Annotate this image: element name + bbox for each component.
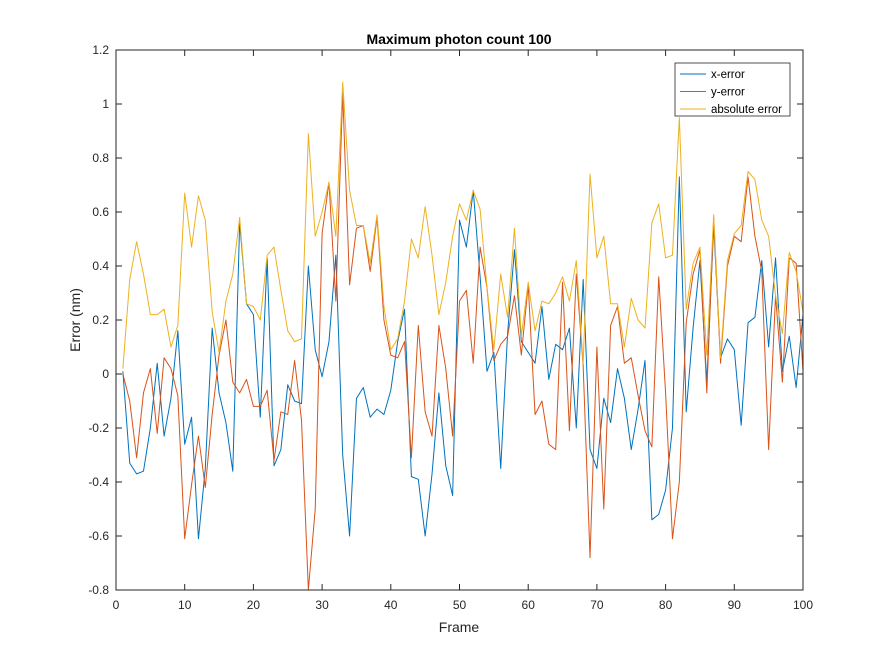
x-tick-label: 0 <box>113 598 120 612</box>
tick-layer: 0 10 20 30 40 50 60 70 80 90 100 -0.8 -0.6 -0.4 -0.2 0 0… <box>88 43 813 612</box>
legend-entry: x-error <box>711 69 745 81</box>
legend-entry: y-error <box>711 87 745 99</box>
x-tick-label: 40 <box>384 598 398 612</box>
plot-area <box>116 50 803 590</box>
x-tick-label: 80 <box>659 598 673 612</box>
y-tick-label: -0.4 <box>88 475 109 489</box>
y-tick-label: -0.8 <box>88 583 109 597</box>
y-tick-label: -0.2 <box>88 421 109 435</box>
legend-entry: absolute error <box>711 104 782 116</box>
series-layer <box>122 81 804 591</box>
series-line-absolute-error <box>122 81 804 369</box>
y-tick-label: 0.6 <box>92 205 109 219</box>
y-tick-label: 1.2 <box>92 43 109 57</box>
y-tick-label: 0.4 <box>92 259 109 273</box>
chart-title: Maximum photon count 100 <box>366 31 551 47</box>
x-tick-label: 50 <box>453 598 467 612</box>
x-tick-label: 90 <box>728 598 742 612</box>
x-tick-label: 100 <box>793 598 813 612</box>
x-tick-label: 60 <box>522 598 536 612</box>
y-tick-label: 1 <box>102 97 109 111</box>
x-tick-label: 30 <box>315 598 329 612</box>
y-tick-label: 0.8 <box>92 151 109 165</box>
legend-box <box>674 62 791 117</box>
x-tick-label: 20 <box>247 598 261 612</box>
series-line-y-error <box>122 92 804 591</box>
y-tick-label: 0.2 <box>92 313 109 327</box>
legend: x-error y-error absolute error <box>674 62 791 117</box>
y-tick-label: 0 <box>102 367 109 381</box>
y-axis-label: Error (nm) <box>67 288 83 352</box>
y-tick-label: -0.6 <box>88 529 109 543</box>
x-tick-label: 10 <box>178 598 192 612</box>
x-tick-label: 70 <box>590 598 604 612</box>
series-line-x-error <box>122 176 804 540</box>
x-axis-label: Frame <box>439 619 480 635</box>
